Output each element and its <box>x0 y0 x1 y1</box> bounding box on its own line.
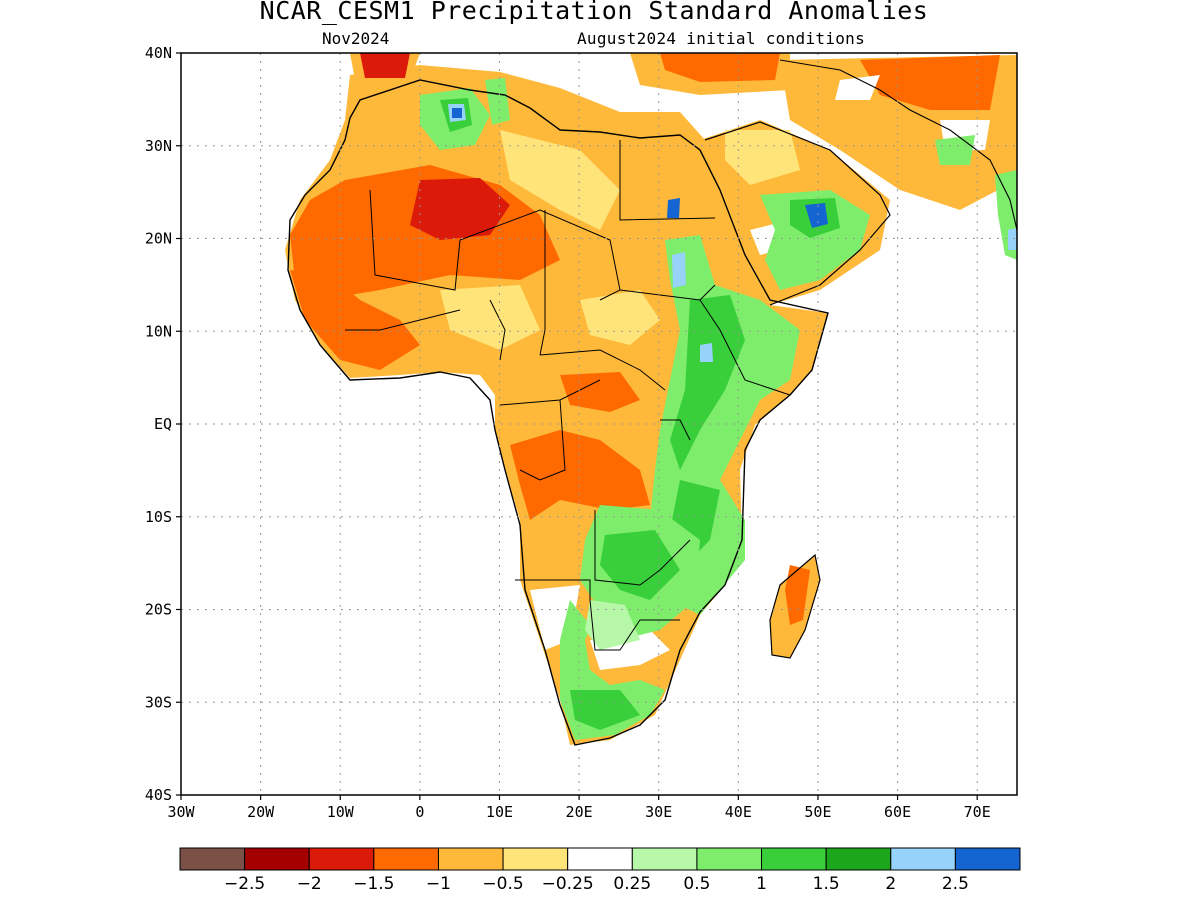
colorbar-labels: −2.5 −2 −1.5 −1 −0.5 −0.25 0.25 0.5 1 1.5 2 2.5 <box>224 874 969 894</box>
gridlines <box>181 53 1017 795</box>
lon-tick-label: 50E <box>804 803 831 821</box>
colorbar-label: 1 <box>756 874 767 894</box>
forecast-month: Nov2024 <box>322 29 390 48</box>
colorbar-label: 1.5 <box>813 874 840 894</box>
lon-tick-label: 20W <box>247 803 275 821</box>
africa-coastline <box>287 79 829 746</box>
arabia-wet <box>760 190 870 290</box>
initial-conditions-label: August2024 initial conditions <box>577 29 866 48</box>
lon-tick-label: 10E <box>486 803 513 821</box>
lon-tick-label: 30W <box>167 803 195 821</box>
longitude-labels: 30W 20W 10W 0 10E 20E 30E 40E 50E 60E 70E <box>167 803 990 821</box>
colorbar-label: 0.5 <box>683 874 710 894</box>
colorbar-label: −0.25 <box>542 874 594 894</box>
anomaly-field <box>285 53 1017 746</box>
lat-tick-label: 10N <box>145 322 172 340</box>
lon-tick-label: 40E <box>725 803 752 821</box>
lon-tick-label: 20E <box>566 803 593 821</box>
lon-tick-label: 60E <box>884 803 911 821</box>
lon-tick-label: 30E <box>645 803 672 821</box>
colorbar-swatch <box>696 847 763 871</box>
colorbar-swatch <box>761 847 827 871</box>
lat-tick-label: 40S <box>145 786 172 804</box>
colorbar-label: −0.5 <box>482 874 523 894</box>
colorbar-swatch <box>437 847 504 871</box>
lat-tick-label: 30N <box>145 137 172 155</box>
central-africa-dry <box>510 430 650 520</box>
lat-tick-label: 30S <box>145 693 172 711</box>
colorbar-label: 2.5 <box>942 874 969 894</box>
lat-tick-label: 20N <box>145 230 172 248</box>
colorbar-label: 2 <box>885 874 896 894</box>
colorbar-swatch <box>502 847 569 871</box>
lat-tick-label: 40N <box>145 44 172 62</box>
map-title: NCAR_CESM1 Precipitation Standard Anomal… <box>259 0 929 25</box>
colorbar-label: −1.5 <box>353 874 394 894</box>
colorbar-swatch <box>890 847 956 871</box>
lat-tick-label: EQ <box>154 415 172 433</box>
colorbar-swatch <box>179 847 246 871</box>
colorbar-swatch <box>954 847 1021 871</box>
axis-ticks <box>176 52 978 800</box>
colorbar-swatch <box>825 847 892 871</box>
lon-tick-label: 0 <box>415 803 424 821</box>
lon-tick-label: 10W <box>327 803 355 821</box>
colorbar-label: 0.25 <box>613 874 651 894</box>
colorbar-label: −2.5 <box>224 874 265 894</box>
colorbar-label: −2 <box>297 874 322 894</box>
colorbar-swatch <box>631 847 698 871</box>
country-borders <box>345 140 791 651</box>
lon-tick-label: 70E <box>964 803 991 821</box>
colorbar-swatch <box>373 847 439 871</box>
lat-tick-label: 20S <box>145 601 172 619</box>
lat-tick-label: 10S <box>145 508 172 526</box>
colorbar-label: −1 <box>426 874 451 894</box>
colorbar <box>179 847 1021 871</box>
colorbar-swatch <box>567 847 633 871</box>
colorbar-swatch <box>308 847 375 871</box>
latitude-labels: 40N 30N 20N 10N EQ 10S 20S 30S 40S <box>145 44 172 804</box>
colorbar-swatch <box>244 847 310 871</box>
